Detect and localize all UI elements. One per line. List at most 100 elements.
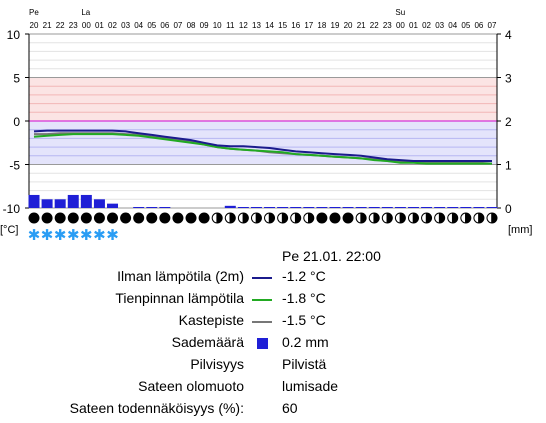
snow-icon: ✱ [54, 226, 67, 244]
hour-label: 02 [422, 21, 431, 30]
precip-bar [421, 207, 433, 208]
precip-bar [146, 207, 158, 208]
cloud-overcast-icon [41, 212, 53, 224]
legend-value: lumisade [282, 378, 339, 394]
precip-bar [473, 207, 485, 208]
cloud-gap-icon [448, 213, 453, 223]
hour-label: 01 [95, 21, 104, 30]
hour-label: 00 [396, 21, 405, 30]
left-unit-label: [°C] [0, 224, 18, 236]
series-line [33, 133, 492, 165]
snow-icon: ✱ [106, 226, 119, 244]
cloud-gap-icon [304, 213, 309, 223]
precip-bar [224, 205, 236, 208]
hour-label: 00 [82, 21, 91, 30]
legend-label: Sateen olomuoto [138, 378, 244, 394]
cloud-overcast-icon [93, 212, 105, 224]
precip-bar [290, 207, 302, 208]
cloud-overcast-icon [120, 212, 132, 224]
cloud-overcast-icon [54, 212, 66, 224]
cloud-gap-icon [422, 213, 427, 223]
hour-label: 18 [317, 21, 326, 30]
cloud-overcast-icon [185, 212, 197, 224]
hour-label: 21 [43, 21, 52, 30]
right-unit-label: [mm] [508, 224, 532, 236]
cloud-overcast-icon [198, 212, 210, 224]
hour-label: 06 [474, 21, 483, 30]
legend-row: Sateen todennäköisyys (%): 60 [0, 400, 546, 422]
hour-label: 04 [448, 21, 457, 30]
hour-label: 13 [252, 21, 261, 30]
precip-bar [159, 207, 171, 208]
cloud-overcast-icon [172, 212, 184, 224]
precip-bar [368, 207, 380, 208]
cloud-gap-icon [265, 213, 270, 223]
cloud-gap-icon [382, 213, 388, 223]
legend-value: 0.2 mm [282, 334, 329, 350]
precip-bar [355, 207, 367, 208]
legend-label: Pilvisyys [190, 356, 244, 372]
cloud-gap-icon [291, 213, 296, 223]
precip-bar [407, 207, 419, 208]
precip-bar [381, 207, 393, 208]
hour-label: 12 [239, 21, 248, 30]
cloud-overcast-icon [159, 212, 171, 224]
legend-row: Sademäärä 0.2 mm [0, 334, 546, 356]
day-label: Su [395, 8, 405, 17]
legend-value: -1.5 °C [282, 312, 326, 328]
cloud-gap-icon [238, 213, 244, 223]
cloud-overcast-icon [67, 212, 79, 224]
snow-icon: ✱ [28, 226, 41, 244]
precip-bar [486, 207, 498, 208]
legend-row: Ilman lämpötila (2m) -1.2 °C [0, 268, 546, 290]
precip-bar [41, 199, 53, 208]
precip-bar [303, 207, 315, 208]
positive-temp-band [29, 77, 497, 121]
right-tick-label: 2 [505, 115, 512, 129]
series-line [33, 129, 492, 162]
legend-row: Kastepiste -1.5 °C [0, 312, 546, 334]
cloud-gap-icon [474, 213, 479, 223]
hour-label: 03 [435, 21, 444, 30]
precip-bar [67, 194, 79, 208]
legend-box-marker [252, 334, 274, 352]
legend-row: Pilvisyys Pilvistä [0, 356, 546, 378]
legend-line-marker [252, 268, 274, 286]
hour-label: 09 [200, 21, 209, 30]
cloud-overcast-icon [107, 212, 119, 224]
legend-label: Kastepiste [178, 312, 244, 328]
snow-icon: ✱ [41, 226, 54, 244]
hour-label: 11 [226, 21, 235, 30]
cloud-gap-icon [278, 213, 283, 223]
hour-label: 10 [213, 21, 222, 30]
cloud-overcast-icon [146, 212, 158, 224]
hour-label: 21 [357, 21, 366, 30]
legend-line-marker [252, 312, 274, 330]
hour-label: 23 [69, 21, 78, 30]
legend-value: -1.8 °C [282, 290, 326, 306]
right-tick-label: 0 [505, 202, 512, 216]
cloud-overcast-icon [342, 212, 354, 224]
day-label: La [81, 8, 90, 17]
left-tick-label: 0 [13, 115, 20, 129]
precip-bar [80, 194, 92, 208]
legend-label: Tienpinnan lämpötila [115, 290, 244, 306]
precip-bar [54, 199, 66, 208]
hour-label: 07 [488, 21, 497, 30]
left-tick-label: -5 [9, 159, 20, 173]
hour-label: 06 [160, 21, 169, 30]
legend-value: 60 [282, 400, 298, 416]
right-tick-label: 1 [505, 159, 512, 173]
hour-label: 01 [409, 21, 418, 30]
precip-bar [447, 207, 459, 208]
precip-bar [93, 199, 105, 208]
left-tick-label: -10 [3, 202, 21, 216]
cloud-overcast-icon [329, 212, 341, 224]
precip-bar [28, 194, 40, 208]
snow-icon: ✱ [67, 226, 80, 244]
cloud-gap-icon [408, 213, 414, 223]
legend-row: Tienpinnan lämpötila -1.8 °C [0, 290, 546, 312]
day-label: Pe [29, 8, 39, 17]
negative-temp-band [29, 121, 497, 165]
